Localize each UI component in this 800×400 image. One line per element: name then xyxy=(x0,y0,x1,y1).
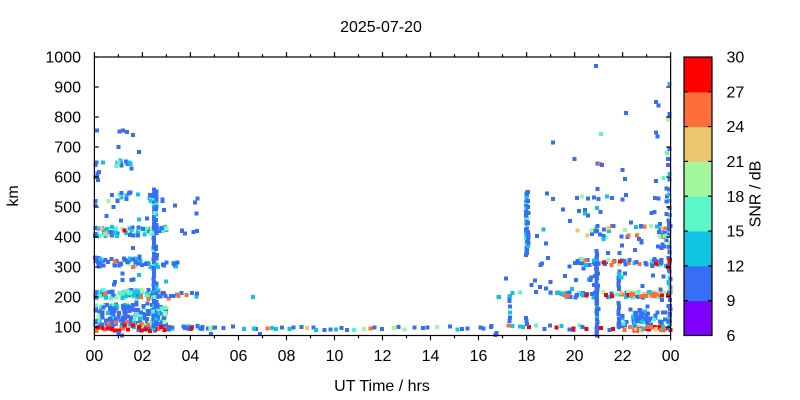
svg-text:100: 100 xyxy=(54,320,81,337)
svg-text:14: 14 xyxy=(422,348,440,365)
svg-text:1000: 1000 xyxy=(45,50,81,67)
svg-text:2025-07-20: 2025-07-20 xyxy=(340,19,422,36)
svg-text:600: 600 xyxy=(54,170,81,187)
svg-text:12: 12 xyxy=(727,258,745,275)
svg-text:900: 900 xyxy=(54,80,81,97)
svg-text:20: 20 xyxy=(566,348,584,365)
svg-text:21: 21 xyxy=(727,154,745,171)
svg-text:30: 30 xyxy=(727,50,745,67)
svg-text:22: 22 xyxy=(614,348,632,365)
svg-text:10: 10 xyxy=(326,348,344,365)
svg-text:6: 6 xyxy=(727,328,736,345)
svg-text:km: km xyxy=(5,185,22,206)
svg-text:SNR / dB: SNR / dB xyxy=(748,161,765,228)
svg-text:800: 800 xyxy=(54,110,81,127)
svg-text:12: 12 xyxy=(374,348,392,365)
svg-text:27: 27 xyxy=(727,84,745,101)
svg-text:16: 16 xyxy=(470,348,488,365)
svg-text:300: 300 xyxy=(54,260,81,277)
svg-text:200: 200 xyxy=(54,290,81,307)
svg-text:04: 04 xyxy=(182,348,200,365)
svg-text:00: 00 xyxy=(662,348,680,365)
svg-text:06: 06 xyxy=(230,348,248,365)
svg-text:700: 700 xyxy=(54,140,81,157)
svg-text:15: 15 xyxy=(727,224,745,241)
svg-text:24: 24 xyxy=(727,119,745,136)
svg-text:400: 400 xyxy=(54,230,81,247)
svg-text:18: 18 xyxy=(518,348,536,365)
svg-text:UT Time / hrs: UT Time / hrs xyxy=(334,378,430,395)
svg-text:00: 00 xyxy=(86,348,104,365)
svg-text:08: 08 xyxy=(278,348,296,365)
svg-text:9: 9 xyxy=(727,293,736,310)
svg-text:18: 18 xyxy=(727,189,745,206)
svg-text:02: 02 xyxy=(134,348,152,365)
svg-text:500: 500 xyxy=(54,200,81,217)
